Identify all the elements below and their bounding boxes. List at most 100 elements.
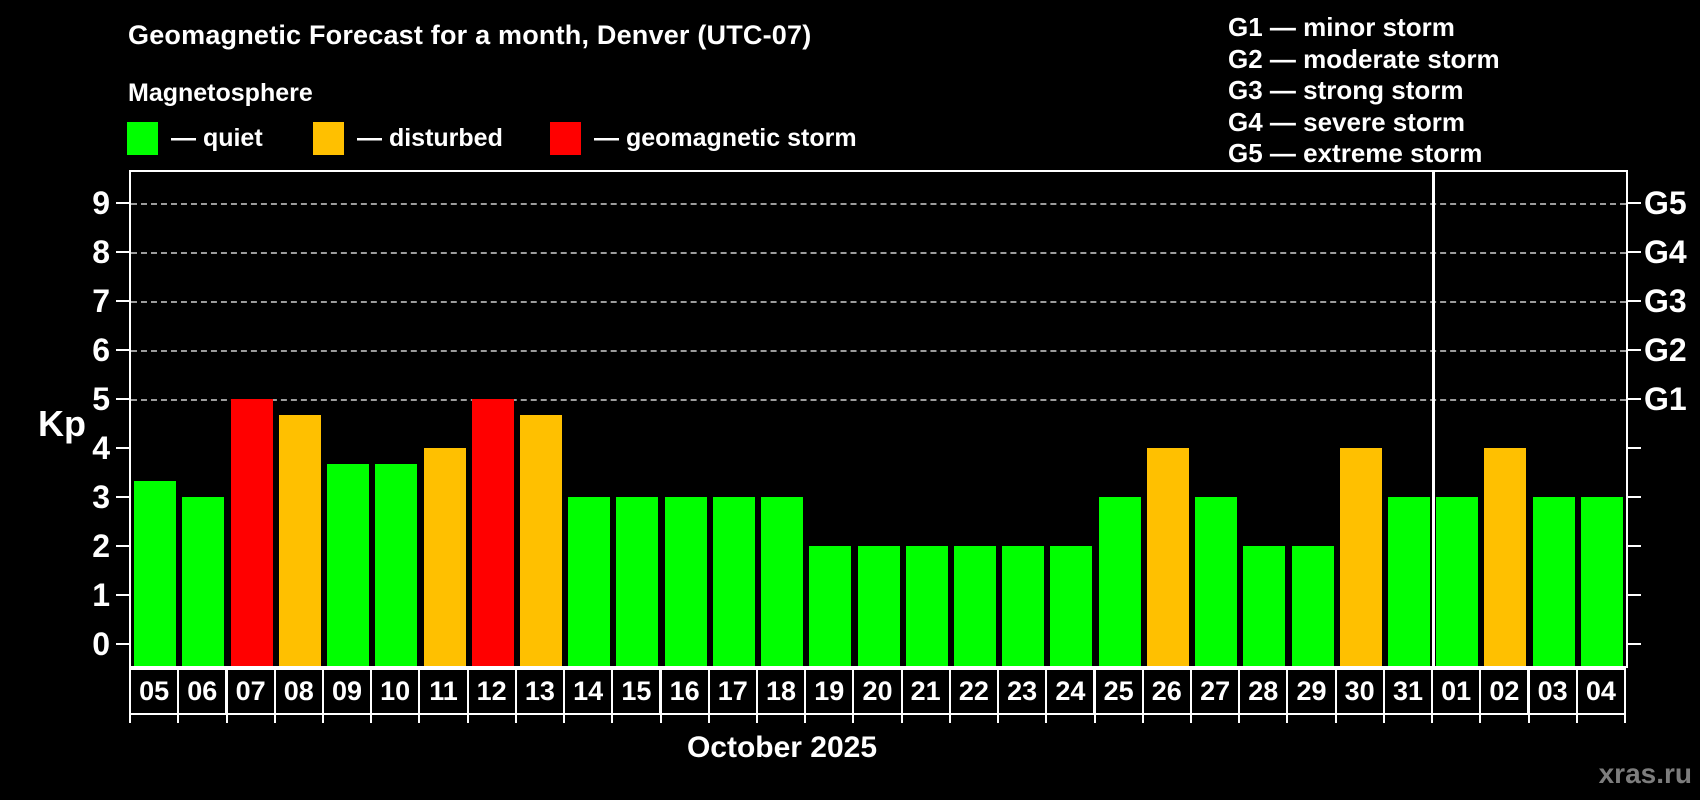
- bar-day-01: [1436, 496, 1479, 666]
- storm-scale-legend: G1 — minor storm G2 — moderate storm G3 — …: [1228, 12, 1500, 170]
- storm-scale-line-g2: G2 — moderate storm: [1228, 43, 1500, 74]
- x-axis-boundary-tick: [514, 714, 517, 723]
- x-axis-boundary-tick: [611, 714, 614, 723]
- plot-area: [129, 170, 1628, 668]
- right-axis-tick: [1628, 201, 1641, 204]
- x-axis-boundary-tick: [997, 714, 1000, 723]
- bar-day-16: [664, 496, 707, 666]
- right-axis-tick: [1628, 593, 1641, 596]
- g-level-label-g1: G1: [1644, 380, 1687, 417]
- y-tick-label: 1: [92, 576, 110, 613]
- y-axis-title: Kp: [38, 403, 86, 444]
- y-tick-label: 7: [92, 282, 110, 319]
- legend-swatch-storm-icon: [550, 122, 581, 155]
- x-axis-boundary-tick: [1093, 714, 1096, 723]
- x-axis-boundary-tick: [804, 714, 807, 723]
- legend-label-disturbed: — disturbed: [357, 124, 503, 152]
- x-axis-boundary-tick: [1431, 714, 1434, 723]
- day-label-18: 18: [755, 668, 807, 715]
- legend-swatch-disturbed-icon: [313, 122, 344, 155]
- bar-day-06: [182, 496, 225, 666]
- x-axis-boundary-tick: [659, 714, 662, 723]
- bar-day-03: [1532, 496, 1575, 666]
- bar-day-19: [809, 545, 852, 666]
- bar-day-21: [905, 545, 948, 666]
- day-label-04: 04: [1575, 668, 1626, 715]
- g-level-label-g4: G4: [1644, 233, 1687, 270]
- x-axis-boundary-tick: [1238, 714, 1241, 723]
- day-label-06: 06: [177, 668, 228, 715]
- storm-scale-line-g1: G1 — minor storm: [1228, 12, 1455, 42]
- bar-day-05: [134, 480, 177, 666]
- bar-day-11: [423, 447, 466, 666]
- y-tick-label: 5: [92, 380, 110, 417]
- day-label-26: 26: [1141, 668, 1192, 715]
- y-tick-label: 8: [92, 233, 110, 270]
- bar-day-30: [1339, 447, 1382, 666]
- day-label-11: 11: [418, 668, 469, 715]
- y-axis-tick: [116, 397, 129, 400]
- bar-day-29: [1291, 545, 1334, 666]
- chart-title: Geomagnetic Forecast for a month, Denver…: [128, 20, 812, 50]
- x-axis-boundary-tick: [1286, 714, 1289, 723]
- day-label-09: 09: [321, 668, 373, 715]
- x-axis-boundary-tick: [707, 714, 710, 723]
- x-axis-boundary-tick: [129, 714, 131, 723]
- day-label-31: 31: [1382, 668, 1434, 715]
- right-axis-tick: [1628, 446, 1641, 449]
- day-label-19: 19: [804, 668, 855, 715]
- legend-item-disturbed: — disturbed: [313, 122, 503, 155]
- day-label-12: 12: [466, 668, 517, 715]
- legend-label-quiet: — quiet: [171, 124, 263, 152]
- watermark: xras.ru: [1598, 758, 1692, 789]
- storm-scale-line-g3: G3 — strong storm: [1228, 75, 1464, 106]
- right-axis-tick: [1628, 495, 1641, 498]
- x-axis-boundary-tick: [177, 714, 180, 723]
- day-label-28: 28: [1238, 668, 1289, 715]
- day-label-16: 16: [659, 668, 710, 715]
- bar-day-09: [327, 464, 369, 666]
- x-axis-boundary-tick: [370, 714, 373, 723]
- month-label: October 2025: [686, 731, 878, 764]
- day-label-30: 30: [1334, 668, 1385, 715]
- y-axis-tick: [116, 544, 129, 547]
- y-tick-label: 0: [92, 625, 110, 662]
- bar-day-18: [761, 496, 803, 666]
- x-axis-boundary-tick: [225, 714, 228, 723]
- gridline-kp-8: [131, 251, 1626, 254]
- x-axis-boundary-tick: [563, 714, 565, 723]
- day-label-29: 29: [1286, 668, 1337, 715]
- day-label-08: 08: [273, 668, 324, 715]
- bar-day-23: [1002, 545, 1045, 666]
- bar-day-17: [712, 496, 755, 666]
- x-axis-day-labels: 05 06 07 08 09 10 11 12 13 14 15 16 17 18 19 20 21 22 23 24…: [129, 668, 1628, 723]
- day-label-14: 14: [563, 668, 614, 715]
- x-axis-boundary-tick: [900, 714, 903, 723]
- day-label-15: 15: [611, 668, 662, 715]
- magnetosphere-legend-title: Magnetosphere: [128, 79, 313, 107]
- x-axis-boundary-tick: [1575, 714, 1578, 723]
- x-axis-boundary-tick: [418, 714, 421, 723]
- legend-swatch-quiet-icon: [127, 122, 158, 155]
- right-axis-tick: [1628, 299, 1641, 302]
- day-label-02: 02: [1479, 668, 1530, 715]
- day-label-20: 20: [852, 668, 903, 715]
- legend-label-storm: — geomagnetic storm: [594, 124, 857, 152]
- day-label-05: 05: [129, 668, 180, 715]
- x-axis-boundary-tick: [852, 714, 855, 723]
- storm-scale-line-g5: G5 — extreme storm: [1228, 138, 1483, 169]
- y-axis-tick: [116, 250, 129, 253]
- x-axis-boundary-tick: [1527, 714, 1530, 723]
- gridline-kp-9: [131, 202, 1626, 205]
- x-axis-boundary-tick: [1045, 714, 1048, 723]
- bar-day-02: [1484, 447, 1527, 666]
- day-label-17: 17: [707, 668, 758, 715]
- bar-day-15: [616, 496, 659, 666]
- gridline-kp-6: [131, 349, 1626, 352]
- y-axis-tick: [116, 299, 129, 302]
- right-axis-tick: [1628, 348, 1641, 351]
- x-axis-boundary-tick: [755, 714, 758, 723]
- y-axis-tick: [116, 642, 129, 645]
- day-label-22: 22: [948, 668, 999, 715]
